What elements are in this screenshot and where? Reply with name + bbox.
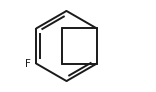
Text: F: F	[25, 59, 31, 69]
